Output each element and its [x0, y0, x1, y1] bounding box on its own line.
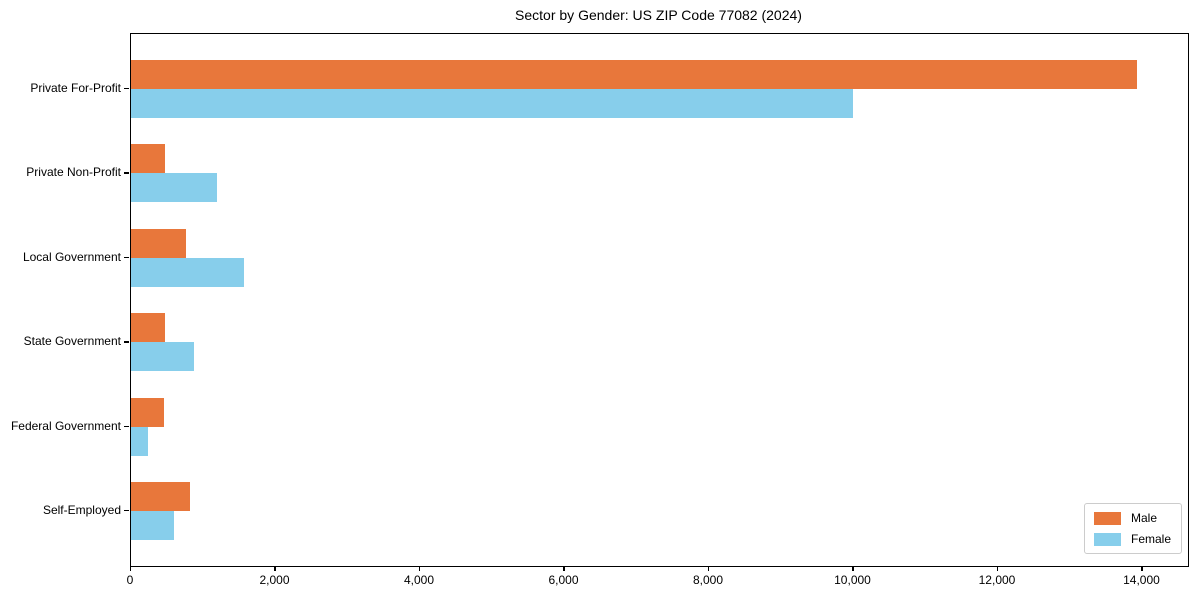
bar-male-local-government	[131, 228, 186, 258]
y-tick-label: Federal Government	[10, 418, 121, 433]
bar-male-state-government	[131, 313, 165, 343]
y-tick-mark	[124, 341, 129, 343]
x-tick-label: 14,000	[1123, 573, 1160, 587]
x-tick-label: 2,000	[259, 573, 290, 587]
y-tick-mark	[124, 425, 129, 427]
chart-title: Sector by Gender: US ZIP Code 77082 (202…	[515, 7, 802, 23]
legend-label-female: Female	[1130, 532, 1171, 546]
x-tick-label: 8,000	[692, 573, 723, 587]
y-tick-label: State Government	[23, 334, 121, 349]
legend-item-male: Male	[1093, 511, 1171, 525]
legend-label-male: Male	[1130, 511, 1157, 525]
y-tick-label: Private Non-Profit	[26, 165, 121, 180]
bar-male-federal-government	[131, 397, 164, 427]
y-tick-label: Local Government	[22, 249, 121, 264]
y-tick-label: Self-Employed	[42, 503, 121, 518]
bar-female-private-for-profit	[131, 88, 854, 118]
y-tick-mark	[124, 87, 129, 90]
bars-layer	[131, 34, 1188, 566]
bar-female-self-employed	[131, 511, 175, 541]
y-tick-mark	[124, 510, 129, 512]
x-tick-label: 0	[126, 573, 134, 587]
x-tick-label: 4,000	[403, 573, 434, 587]
x-tick-label: 12,000	[978, 573, 1016, 587]
plot-area: Male Female	[130, 33, 1189, 567]
bar-female-private-non-profit	[131, 173, 217, 203]
male-series-swatch	[1093, 511, 1121, 525]
x-tick-label: 6,000	[548, 573, 579, 587]
bar-male-private-non-profit	[131, 144, 165, 174]
bar-female-local-government	[131, 257, 245, 287]
y-tick-mark	[124, 172, 129, 174]
y-tick-mark	[124, 256, 129, 259]
x-tick-label: 10,000	[834, 573, 871, 587]
female-series-swatch	[1093, 532, 1121, 546]
legend: Male Female	[1083, 503, 1182, 554]
y-tick-label: Private For-Profit	[30, 80, 121, 95]
bar-female-state-government	[131, 342, 194, 372]
bar-male-private-for-profit	[131, 59, 1138, 89]
bar-female-federal-government	[131, 426, 149, 456]
legend-item-female: Female	[1093, 532, 1171, 546]
bar-male-self-employed	[131, 482, 190, 512]
